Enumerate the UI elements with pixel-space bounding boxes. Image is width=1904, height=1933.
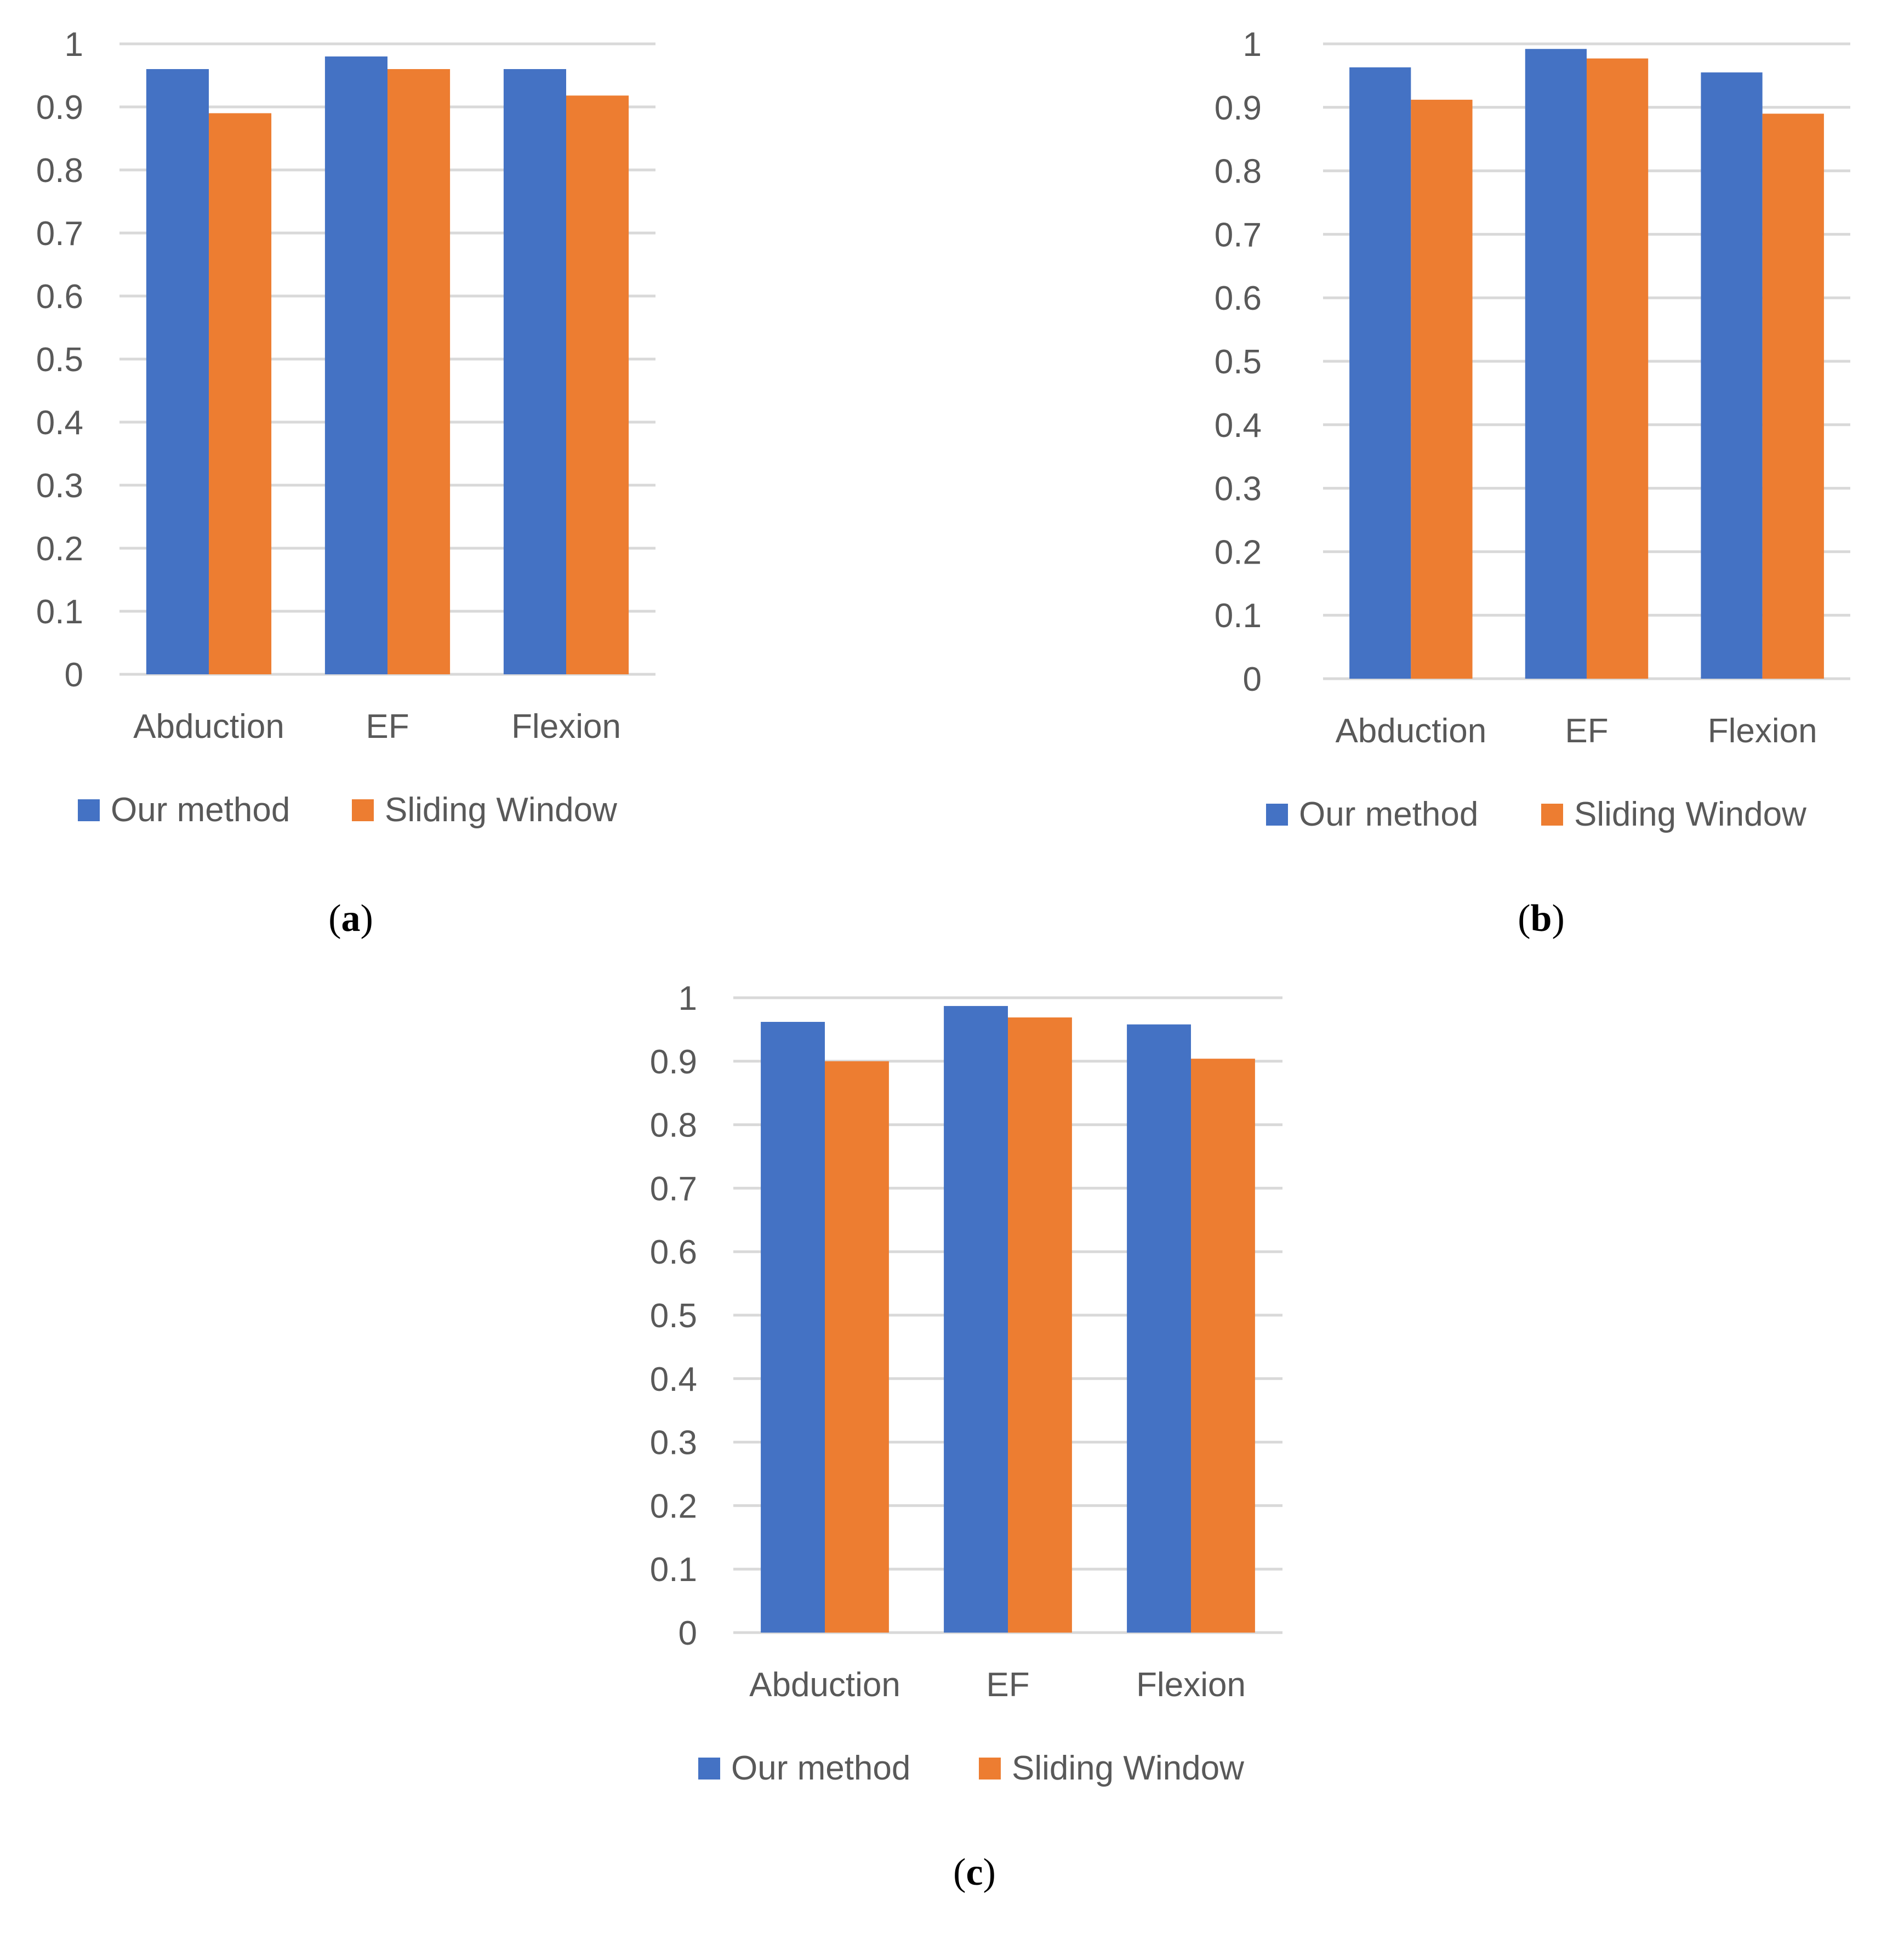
- x-category-label: Abduction: [133, 708, 284, 746]
- bar-sliding-window-abduction: [1411, 99, 1473, 679]
- y-tick-label: 0.9: [1215, 89, 1262, 127]
- bar-our-method-flexion: [503, 69, 566, 674]
- bar-our-method-abduction: [146, 69, 209, 674]
- legend-swatch: [352, 799, 374, 821]
- legend-swatch: [1541, 804, 1563, 826]
- y-tick-label: 0: [65, 656, 83, 694]
- y-tick-label: 0.4: [1215, 407, 1262, 445]
- caption-b: (b): [1518, 897, 1565, 940]
- legend-swatch: [1266, 804, 1288, 826]
- bar-sliding-window-flexion: [566, 95, 629, 674]
- y-tick-label: 0.2: [1215, 533, 1262, 571]
- y-tick-label: 0.2: [650, 1487, 697, 1525]
- y-tick-label: 0.1: [1215, 597, 1262, 635]
- y-tick-label: 0: [679, 1614, 697, 1652]
- x-category-label: EF: [366, 708, 409, 746]
- y-tick-label: 0.8: [650, 1107, 697, 1145]
- y-tick-label: 1: [1243, 26, 1262, 64]
- chart-panel-b: 0 0.1 0.2 0.3 0.4 0.5 0.6 0.7 0.8 0.9 1 Abduction EF…: [1184, 0, 1896, 844]
- x-category-label: EF: [1565, 712, 1608, 750]
- bar-sliding-window-flexion: [1191, 1059, 1255, 1633]
- legend-label: Our method: [1299, 795, 1478, 833]
- chart-panel-c: 0 0.1 0.2 0.3 0.4 0.5 0.6 0.7 0.8 0.9 1 Abduction EF…: [614, 954, 1304, 1809]
- y-tick-label: 0.3: [1215, 470, 1262, 508]
- y-tick-label: 0.2: [36, 530, 83, 568]
- bar-our-method-flexion: [1127, 1024, 1191, 1633]
- x-category-label: Abduction: [749, 1666, 900, 1704]
- y-tick-label: 0.8: [36, 152, 83, 190]
- y-tick-label: 0.5: [36, 341, 83, 379]
- bar-our-method-abduction: [1349, 67, 1411, 679]
- bar-chart-a: 0 0.1 0.2 0.3 0.4 0.5 0.6 0.7 0.8 0.9 1 Abduction EF…: [36, 26, 655, 829]
- legend-swatch: [698, 1758, 720, 1780]
- y-tick-label: 0.8: [1215, 153, 1262, 191]
- caption-a-letter: a: [341, 897, 361, 940]
- bar-sliding-window-ef: [1008, 1017, 1072, 1633]
- y-tick-label: 0.3: [36, 467, 83, 505]
- legend-label: Sliding Window: [1574, 795, 1806, 833]
- bar-sliding-window-ef: [387, 69, 451, 674]
- bar-sliding-window-abduction: [825, 1061, 889, 1633]
- y-tick-label: 0.5: [650, 1297, 697, 1335]
- y-tick-label: 0.5: [1215, 343, 1262, 381]
- y-tick-label: 0.7: [1215, 216, 1262, 254]
- x-category-label: Flexion: [511, 708, 621, 746]
- y-tick-label: 0.7: [650, 1170, 697, 1208]
- x-category-label: Abduction: [1335, 712, 1486, 750]
- y-tick-label: 0.6: [36, 278, 83, 316]
- bar-sliding-window-flexion: [1762, 113, 1824, 679]
- y-tick-label: 0.1: [36, 593, 83, 631]
- bar-sliding-window-abduction: [209, 113, 272, 674]
- bar-sliding-window-ef: [1587, 58, 1649, 679]
- legend-label: Sliding Window: [385, 791, 617, 829]
- caption-c-letter: c: [966, 1851, 983, 1894]
- caption-a: (a): [328, 897, 373, 940]
- y-tick-label: 0.1: [650, 1551, 697, 1589]
- y-tick-label: 0.3: [650, 1424, 697, 1462]
- x-category-label: Flexion: [1136, 1666, 1246, 1704]
- caption-b-letter: b: [1530, 897, 1552, 940]
- bar-our-method-flexion: [1701, 72, 1763, 679]
- y-tick-label: 0.4: [650, 1361, 697, 1398]
- y-tick-label: 0.7: [36, 215, 83, 253]
- bar-our-method-ef: [944, 1006, 1008, 1633]
- x-category-label: EF: [986, 1666, 1029, 1704]
- legend-swatch: [78, 799, 100, 821]
- legend-label: Our method: [731, 1749, 910, 1787]
- legend-label: Our method: [111, 791, 290, 829]
- y-tick-label: 0.6: [1215, 280, 1262, 317]
- y-tick-label: 0.6: [650, 1233, 697, 1271]
- caption-c: (c): [953, 1851, 996, 1894]
- y-tick-label: 0.9: [36, 89, 83, 127]
- chart-panel-a: 0 0.1 0.2 0.3 0.4 0.5 0.6 0.7 0.8 0.9 1 Abduction EF…: [0, 0, 669, 844]
- bar-chart-c: 0 0.1 0.2 0.3 0.4 0.5 0.6 0.7 0.8 0.9 1 Abduction EF…: [650, 980, 1282, 1787]
- bar-our-method-ef: [324, 56, 387, 674]
- y-tick-label: 0: [1243, 661, 1262, 698]
- bar-our-method-ef: [1525, 49, 1587, 679]
- y-tick-label: 1: [679, 980, 697, 1017]
- bar-our-method-abduction: [761, 1022, 825, 1633]
- bar-chart-b: 0 0.1 0.2 0.3 0.4 0.5 0.6 0.7 0.8 0.9 1 Abduction EF…: [1215, 26, 1850, 833]
- y-tick-label: 0.4: [36, 404, 83, 442]
- legend-swatch: [979, 1758, 1001, 1780]
- x-category-label: Flexion: [1708, 712, 1817, 750]
- y-tick-label: 1: [65, 26, 83, 64]
- y-tick-label: 0.9: [650, 1043, 697, 1081]
- legend-label: Sliding Window: [1012, 1749, 1244, 1787]
